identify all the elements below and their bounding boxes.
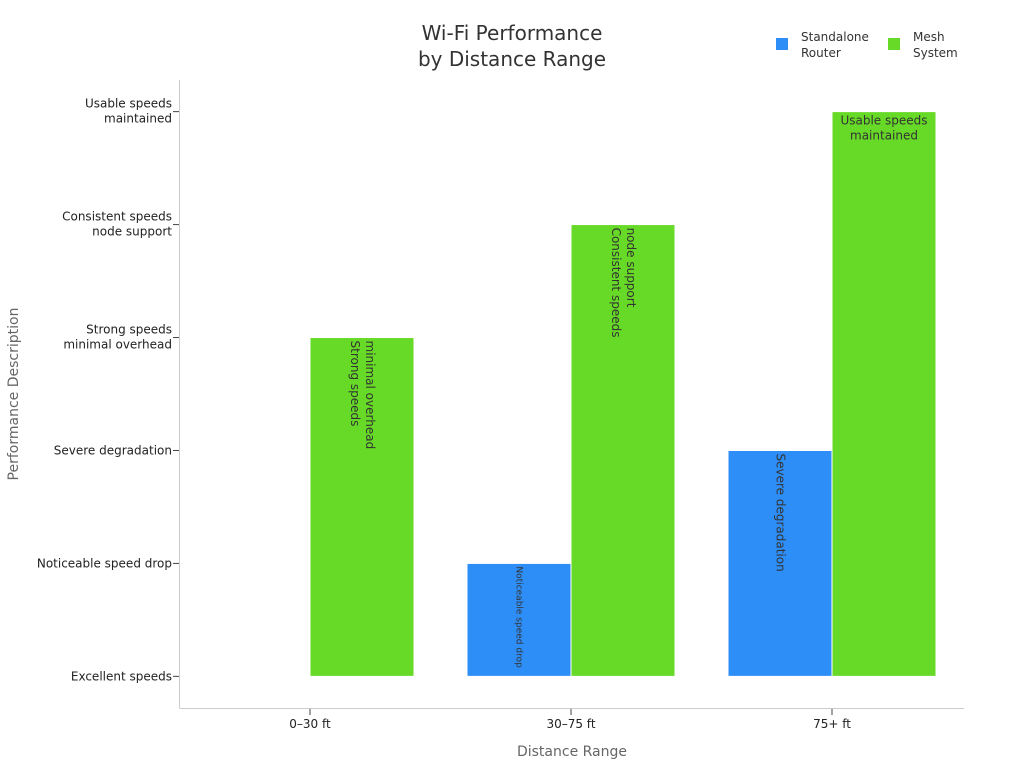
y-tick-label: Usable speeds [85, 97, 172, 111]
x-tick-label: 75+ ft [813, 717, 851, 731]
bar-label-group: Noticeable speed drop [514, 566, 524, 668]
bar [309, 337, 415, 677]
x-axis-title: Distance Range [517, 744, 627, 760]
y-axis-title: Performance Description [6, 308, 22, 481]
y-tick-label: Noticeable speed drop [37, 556, 172, 570]
legend-swatch [888, 38, 900, 50]
chart-title-line: Wi-Fi Performance [422, 21, 603, 45]
bar-label-group: Strong speeds minimal overhead [348, 341, 377, 450]
bar-labels: Noticeable speed drop Severe degradation S… [348, 114, 928, 668]
y-tick-label: maintained [104, 112, 172, 126]
x-axis-ticks: 0–30 ft 30–75 ft 75+ ft [289, 709, 851, 731]
legend-label: Router [801, 46, 841, 60]
bar-label: Strong speeds [348, 341, 362, 427]
bar-label: minimal overhead [363, 341, 377, 450]
y-tick-label: Severe degradation [54, 443, 172, 457]
bar-label: Severe degradation [774, 453, 788, 571]
bar-label-group: Consistent speeds node support [609, 228, 638, 338]
bar-label: Consistent speeds [609, 228, 623, 338]
bar-label: Noticeable speed drop [514, 566, 524, 668]
legend-swatch [776, 38, 788, 50]
legend: Standalone Router Mesh System [776, 30, 958, 60]
y-tick-label: Consistent speeds [62, 210, 172, 224]
x-tick-label: 30–75 ft [546, 717, 595, 731]
bar [831, 111, 937, 677]
y-tick-label: Strong speeds [86, 323, 172, 337]
bars [309, 111, 937, 677]
legend-label: Mesh [913, 30, 945, 44]
y-axis-ticks: Excellent speeds Noticeable speed drop Sev… [37, 97, 179, 683]
y-tick-label: Excellent speeds [71, 669, 172, 683]
bar [727, 449, 833, 677]
axes [179, 80, 964, 709]
bar-label: maintained [850, 129, 918, 143]
legend-label: Standalone [801, 30, 869, 44]
bar-label: Usable speeds [840, 114, 927, 128]
x-tick-label: 0–30 ft [289, 717, 331, 731]
bar [466, 562, 572, 677]
bar-label-group: Severe degradation [774, 453, 788, 571]
bar [570, 224, 676, 677]
chart-title-line: by Distance Range [418, 47, 606, 71]
y-tick-label: minimal overhead [63, 338, 172, 352]
legend-label: System [913, 46, 958, 60]
bar-label: node support [624, 228, 638, 308]
y-tick-label: node support [92, 225, 172, 239]
